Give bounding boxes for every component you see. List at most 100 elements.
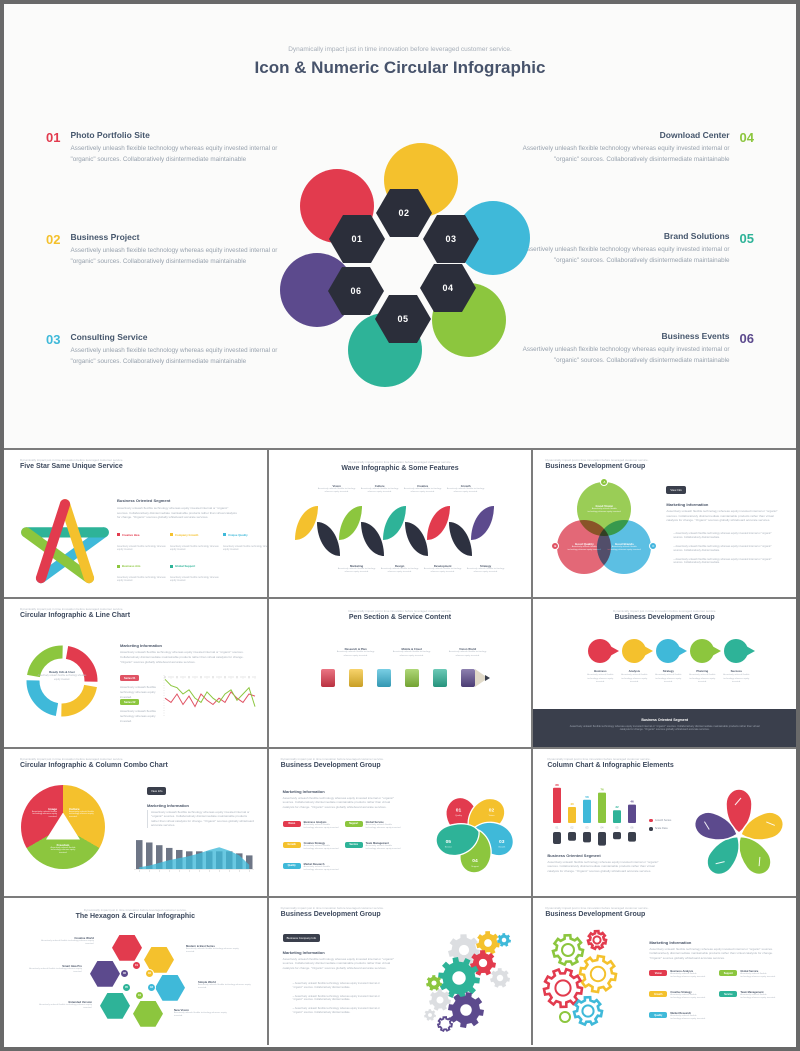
wave-labels-bottom: Marketing Assertively unleash flexible te… (337, 564, 506, 575)
pencil-label: Research & Plan Assertively unleash flexi… (336, 647, 375, 657)
slide-kicker: Dynamically impact just in time innovati… (288, 46, 512, 53)
feature-number-02: 02 (46, 232, 61, 247)
pill-title: Global Service (740, 969, 759, 973)
thumb-title: Wave Infographic & Some Features (341, 465, 459, 472)
segment-body: Assertively unleash flexible technology … (117, 506, 237, 520)
hex-label: Creative World Assertively unleash flexib… (41, 935, 94, 946)
series-caption-2: Assertively unleash flexible technology … (120, 709, 157, 723)
drop-item: Planning Assertively unleash flexible te… (685, 639, 722, 684)
slide-thumb-wave[interactable]: Dynamically impact just in time innovati… (268, 450, 532, 598)
thumb-kicker: Dynamically impact just in time innovati… (613, 609, 717, 614)
pie-chart: Image Assertively unleash flexible techno… (21, 784, 105, 869)
wave-segment (448, 522, 472, 556)
legend-label: Creative Idea (122, 532, 140, 537)
svg-text:Vision: Vision (488, 815, 495, 817)
wave-label: Strategy Assertively unleash flexible tec… (466, 564, 505, 574)
pill-title: Market Research (670, 1011, 692, 1015)
hex-05 (100, 992, 130, 1019)
bullet: Assertively unleash flexible technology … (293, 982, 391, 990)
pill-caption: Assertively unleash flexible technology … (670, 972, 706, 978)
info-button: Business Company Info (282, 933, 321, 942)
chart-legend: Growth Series Scale Data (649, 818, 671, 836)
thumb-title: Circular Infographic & Line Chart (20, 612, 131, 620)
segment-heading: Business Oriented Segment (117, 498, 171, 503)
pill-item: Service Team Management Assertively unle… (719, 990, 785, 1012)
ring-infographic (26, 645, 98, 717)
hexagon-02: 02 (376, 189, 432, 237)
drop-label: Analysis (628, 669, 641, 674)
bullet: Assertively unleash flexible technology … (293, 1007, 391, 1015)
pill-caption: Assertively unleash flexible technology … (740, 972, 776, 978)
drop-label: Planning (696, 669, 709, 674)
slide-thumb-pencil[interactable]: Dynamically impact just in time innovati… (268, 599, 532, 747)
pill-caption: Assertively unleash flexible technology … (670, 993, 706, 999)
hexagon-01: 01 (329, 215, 385, 263)
pill-caption: Assertively unleash flexible technology … (365, 844, 401, 850)
pencil-graphic (320, 669, 461, 688)
thumb-title: Business Development Group (545, 463, 646, 470)
pencil-segment (348, 669, 363, 688)
slide-thumb-gears-outline[interactable]: Dynamically impact just in time innovati… (533, 897, 796, 1045)
hex-badge-05: 05 (122, 982, 131, 992)
pie-label-yellow: Culture Assertively unleash flexible tech… (69, 806, 94, 819)
pill-item: Vision Business Analysis Assertively unl… (649, 969, 719, 991)
pie-label-green: Freedom Assertively unleash flexible tech… (50, 842, 76, 855)
slide-thumb-venn[interactable]: Dynamically impact just in time innovati… (533, 450, 796, 598)
marketing-heading: Marketing Information (649, 939, 692, 945)
drop-caption: Assertively unleash flexible technology … (655, 674, 682, 683)
feature-number-04: 04 (739, 130, 754, 145)
feature-body: Assertively unleash flexible technology … (70, 145, 278, 163)
slide-thumb-column-chart[interactable]: Dynamically impact just in time innovati… (533, 748, 796, 896)
svg-text:02: 02 (571, 825, 574, 829)
drop-shape (656, 639, 688, 664)
pencil-labels-top: Research & Plan Assertively unleash flexi… (334, 647, 490, 658)
slide-thumb-combo-chart[interactable]: Dynamically impact just in time innovati… (4, 748, 267, 896)
pill-item: Growth Creative Strategy Assertively unl… (649, 990, 719, 1012)
pill-badge: Service (719, 990, 738, 998)
thumb-kicker: Dynamically impact just in time innovati… (348, 609, 452, 614)
pill-item: Growth Creative Strategy Assertively unl… (282, 841, 345, 863)
slide-thumb-line-chart[interactable]: Dynamically impact just in time innovati… (4, 599, 267, 747)
drop-caption: Assertively unleash flexible technology … (689, 674, 716, 683)
hexagon-03: 03 (423, 215, 479, 263)
slide-thumb-gears-solid[interactable]: Dynamically impact just in time innovati… (268, 897, 532, 1045)
wave-labels-top: Vision Assertively unleash flexible techn… (317, 484, 486, 495)
slide-thumb-hexagons[interactable]: Dynamically impact just in time innovati… (4, 897, 267, 1045)
pill-badge: Growth (282, 841, 301, 848)
drop-caption: Assertively unleash flexible technology … (621, 674, 648, 683)
pill-item: Support Global Service Assertively unlea… (719, 969, 785, 991)
main-slide-preview: Dynamically impact just in time innovati… (4, 4, 796, 448)
svg-text:05: 05 (445, 838, 451, 844)
pill-badge: Quality (282, 862, 301, 869)
column-chart: 88 01 40 02 58 03 76 04 32 05 46 06 (553, 783, 637, 846)
footer-band: Business Oriented Segment Assertively un… (533, 708, 796, 747)
pill-badge: Service (344, 841, 363, 848)
wave-label: Design Assertively unleash flexible techn… (380, 564, 419, 574)
marketing-heading: Marketing Information (666, 502, 709, 507)
slide-thumb-drops[interactable]: Dynamically impact just in time innovati… (533, 599, 796, 747)
thumb-kicker: Dynamically impact just in time innovati… (280, 905, 384, 910)
marketing-heading: Marketing Information (282, 788, 325, 794)
legend: Creative Idea Assertively unleash flexib… (117, 526, 267, 584)
hexagon-05: 05 (375, 295, 431, 343)
thumb-title: Column Chart & Infographic Elements (547, 761, 674, 769)
feature-title: Consulting Service (70, 332, 148, 342)
line-chart (163, 675, 256, 718)
series-caption-1: Assertively unleash flexible technology … (120, 685, 157, 699)
feature-title: Download Center (659, 130, 730, 140)
feature-number-05: 05 (739, 231, 754, 246)
legend-swatch (649, 827, 653, 831)
wave-segment (316, 522, 340, 556)
slide-thumb-five-star[interactable]: Dynamically impact just in time innovati… (4, 450, 267, 598)
wave-segment (404, 522, 428, 556)
pencil-nib (484, 675, 490, 682)
pill-title: Creative Strategy (670, 990, 692, 994)
feature-body: Assertively unleash flexible technology … (522, 346, 730, 364)
hex-badge-02: 02 (145, 968, 154, 978)
wave-graphic (294, 506, 494, 560)
thumb-kicker: Dynamically impact just in time innovati… (348, 460, 452, 464)
wave-label: Growth Assertively unleash flexible techn… (446, 484, 485, 494)
slide-thumb-pinwheel[interactable]: Dynamically impact just in time innovati… (268, 748, 532, 896)
drop-item: Analysis Assertively unleash flexible te… (617, 639, 654, 684)
